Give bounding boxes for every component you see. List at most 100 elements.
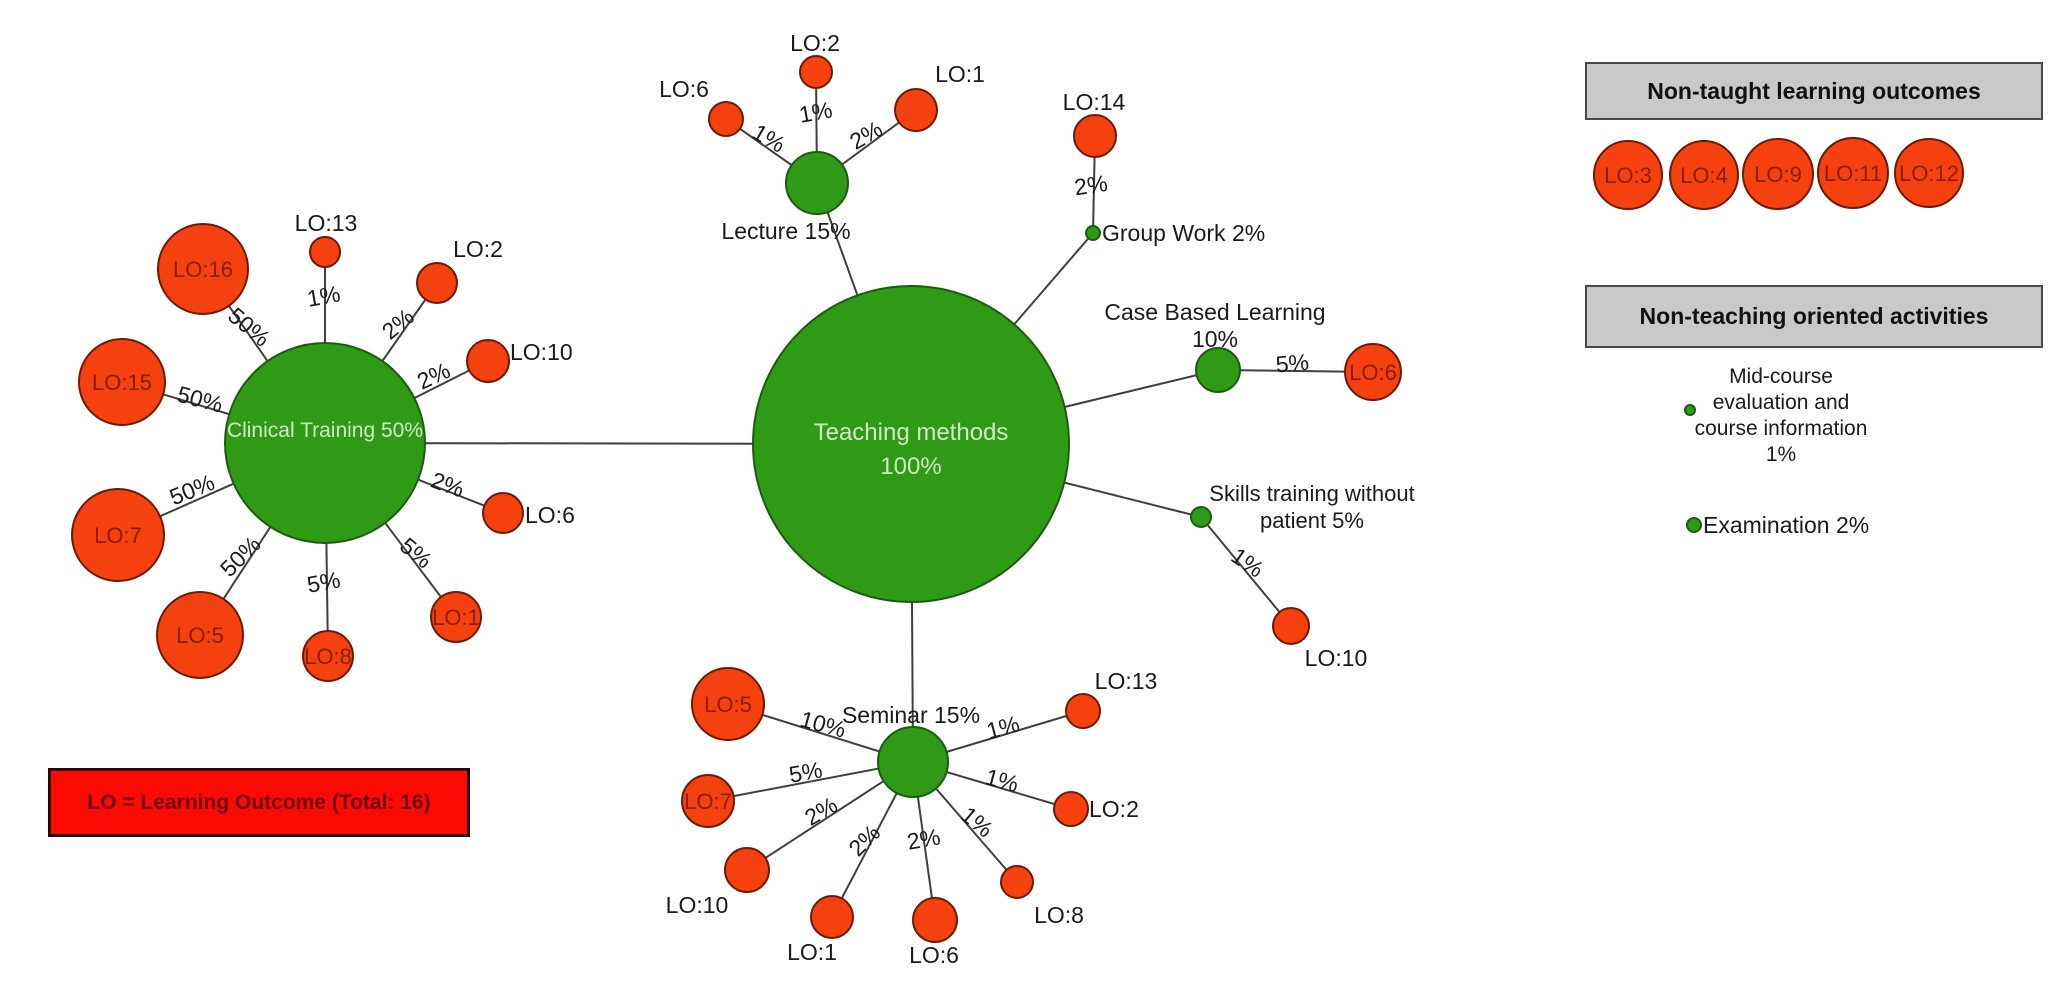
edge-percentage-label: 1% <box>305 280 342 311</box>
node-seminar-lo1-label: LO:1 <box>787 939 837 965</box>
lo-legend-box: LO = Learning Outcome (Total: 16) <box>48 768 470 837</box>
edge-percentage-label: 5% <box>305 566 342 597</box>
node-examination-label: Examination 2% <box>1703 512 1869 538</box>
non-teaching-activities-header: Non-teaching oriented activities <box>1585 285 2043 348</box>
node-clinical-training <box>224 342 426 544</box>
node-nontaught-lo3 <box>1593 140 1663 210</box>
node-clinical-lo13 <box>309 236 341 268</box>
node-seminar-lo8-label: LO:8 <box>1034 902 1084 928</box>
node-seminar-lo7 <box>681 774 735 828</box>
node-seminar-lo8 <box>1000 865 1034 899</box>
edge-percentage-label: 2% <box>800 792 842 831</box>
node-clinical-lo7 <box>71 488 165 582</box>
edge-percentage-label: 1% <box>797 96 834 127</box>
node-clinical-lo7-label: LO:7 <box>94 523 142 548</box>
node-lecture-lo1 <box>894 88 938 132</box>
node-lecture-label: Lecture 15% <box>721 218 850 244</box>
node-seminar <box>877 726 949 798</box>
node-group-work <box>1085 225 1101 241</box>
node-nontaught-lo4 <box>1669 140 1739 210</box>
node-teaching-methods-label: Teaching methods 100% <box>814 419 1009 480</box>
node-lecture-lo6-label: LO:6 <box>659 76 709 102</box>
node-nontaught-lo11-label: LO:11 <box>1824 161 1882 186</box>
node-lecture-lo6 <box>708 101 744 137</box>
node-mid-course-evaluation <box>1684 404 1696 416</box>
node-seminar-lo7-label: LO:7 <box>684 789 732 814</box>
non-taught-outcomes-title: Non-taught learning outcomes <box>1647 77 1981 104</box>
edge-percentage-label: 50% <box>174 381 225 418</box>
graph-edge <box>1200 516 1292 627</box>
node-clinical-lo15-label: LO:15 <box>92 370 152 395</box>
edge-percentage-label: 1% <box>983 763 1022 797</box>
node-clinical-lo8-label: LO:8 <box>304 644 352 669</box>
edge-percentage-label: 1% <box>1227 542 1269 582</box>
node-nontaught-lo9 <box>1742 138 1814 210</box>
node-clinical-lo15 <box>78 338 166 426</box>
node-group-work-label: Group Work 2% <box>1102 220 1265 246</box>
non-teaching-activities-title: Non-teaching oriented activities <box>1639 303 1989 329</box>
non-taught-outcomes-header: Non-taught learning outcomes <box>1585 62 2043 120</box>
edge-percentage-label: 50% <box>166 469 218 510</box>
node-clinical-lo10-label: LO:10 <box>510 339 573 365</box>
node-clinical-lo2-label: LO:2 <box>453 236 503 262</box>
node-nontaught-lo3-label: LO:3 <box>1604 163 1652 188</box>
node-nontaught-lo11 <box>1817 137 1889 209</box>
node-nontaught-lo9-label: LO:9 <box>1754 162 1802 187</box>
node-seminar-lo2 <box>1053 791 1089 827</box>
edge-percentage-label: 1% <box>984 710 1023 744</box>
node-clinical-lo2 <box>416 262 458 304</box>
node-seminar-lo2-label: LO:2 <box>1089 796 1139 822</box>
node-seminar-lo10-label: LO:10 <box>666 892 729 918</box>
node-seminar-lo6-label: LO:6 <box>909 942 959 968</box>
edge-percentage-label: 5% <box>787 756 824 787</box>
edge-percentage-label: 5% <box>395 532 437 573</box>
node-clinical-training-label: Clinical Training 50% <box>227 419 423 442</box>
node-lecture-lo1-label: LO:1 <box>935 61 985 87</box>
node-clinical-lo1-label: LO:1 <box>432 605 480 630</box>
lo-legend-text: LO = Learning Outcome (Total: 16) <box>87 790 431 814</box>
node-skills-training-label: Skills training without patient 5% <box>1209 481 1414 533</box>
node-skills-training <box>1190 506 1212 528</box>
node-clinical-lo5-label: LO:5 <box>176 623 224 648</box>
node-case-based-learning-label: Case Based Learning 10% <box>1104 299 1325 352</box>
node-nontaught-lo4-label: LO:4 <box>1680 163 1728 188</box>
node-case-lo6-label: LO:6 <box>1349 360 1397 385</box>
node-seminar-lo5 <box>691 667 765 741</box>
node-clinical-lo16-label: LO:16 <box>173 257 233 282</box>
edge-percentage-label: 50% <box>215 531 266 582</box>
node-lecture-lo2-label: LO:2 <box>790 30 840 56</box>
node-clinical-lo1 <box>430 591 482 643</box>
node-skills-lo10-label: LO:10 <box>1305 645 1368 671</box>
edge-percentage-label: 1% <box>956 801 998 842</box>
node-seminar-lo13 <box>1065 693 1101 729</box>
node-clinical-lo8 <box>302 630 354 682</box>
edge-percentage-label: 1% <box>748 119 790 158</box>
node-clinical-lo10 <box>466 339 510 383</box>
edge-percentage-label: 2% <box>845 116 887 155</box>
node-seminar-lo5-label: LO:5 <box>704 692 752 717</box>
node-clinical-lo6-label: LO:6 <box>525 502 575 528</box>
node-nontaught-lo12 <box>1894 138 1964 208</box>
node-groupwork-lo14-label: LO:14 <box>1063 89 1126 115</box>
node-lecture-lo2 <box>799 55 833 89</box>
node-clinical-lo16 <box>157 223 249 315</box>
node-seminar-label: Seminar 15% <box>842 702 980 728</box>
node-clinical-lo6 <box>482 492 524 534</box>
edge-percentage-label: 2% <box>413 357 454 395</box>
node-seminar-lo10 <box>724 847 770 893</box>
edge-percentage-label: 2% <box>905 823 942 854</box>
edge-percentage-label: 5% <box>1275 349 1310 378</box>
node-groupwork-lo14 <box>1073 114 1117 158</box>
edge-percentage-label: 2% <box>377 303 419 344</box>
node-seminar-lo1 <box>810 895 854 939</box>
node-clinical-lo5 <box>156 591 244 679</box>
node-skills-lo10 <box>1272 607 1310 645</box>
node-mid-course-evaluation-label: Mid-course evaluation and course informati… <box>1695 365 1868 466</box>
node-seminar-lo13-label: LO:13 <box>1095 668 1158 694</box>
node-teaching-methods <box>752 285 1070 603</box>
node-lecture <box>785 151 849 215</box>
node-clinical-lo13-label: LO:13 <box>295 210 358 236</box>
node-examination <box>1686 517 1702 533</box>
